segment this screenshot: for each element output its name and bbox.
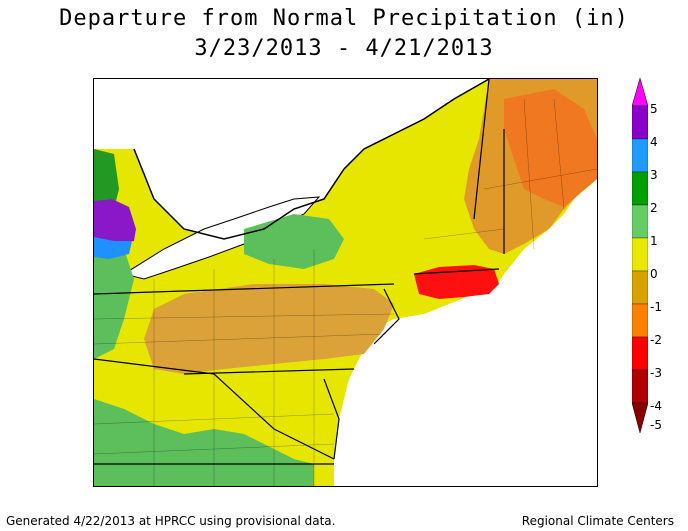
maine-orange [504,89,597,207]
legend-tick-1: 1 [650,234,658,248]
map-date-range: 3/23/2013 - 4/21/2013 [194,36,494,61]
michigan-blue [94,237,132,259]
precipitation-map [93,78,598,487]
legend-bin-m4-m3 [632,369,648,404]
legend-tick-m2: -2 [650,333,662,347]
new-york-green [244,214,344,269]
county-lines [94,98,597,486]
legend-tick-0: 0 [650,267,658,281]
legend-bin-m3-m2 [632,336,648,371]
legend-bin-1-2 [632,204,648,239]
legend-tick-m3: -3 [650,366,662,380]
legend-tick-2: 2 [650,201,658,215]
ohio-green [94,239,134,359]
map-title: Departure from Normal Precipitation (in) [59,6,629,31]
legend-bin-3-4 [632,138,648,173]
legend-bin-0-1 [632,237,648,272]
legend-bin-2-3 [632,171,648,206]
legend-tick-5: 5 [650,102,658,116]
southern-new-england-red [414,265,499,299]
legend-tick-m4: -4 [650,399,662,413]
mid-atlantic-tan [144,284,394,374]
canada-border [133,79,490,240]
legend-tick-3: 3 [650,168,658,182]
legend-bin-4-5 [632,105,648,140]
source-credit: Regional Climate Centers [521,514,674,528]
legend-top-arrow [632,78,648,107]
ohio-dark-green [94,149,119,214]
legend-bin-m1-0 [632,270,648,305]
legend-bottom-arrow [632,402,648,434]
legend-tick-m1: -1 [650,300,662,314]
legend-tick-m5: -5 [650,418,662,432]
michigan-purple [94,199,136,244]
color-scale-legend: 5 4 3 2 1 0 -1 -2 -3 -4 -5 [630,78,688,468]
legend-bin-m2-m1 [632,303,648,338]
generated-note: Generated 4/22/2013 at HPRCC using provi… [6,514,336,528]
legend-tick-4: 4 [650,135,658,149]
